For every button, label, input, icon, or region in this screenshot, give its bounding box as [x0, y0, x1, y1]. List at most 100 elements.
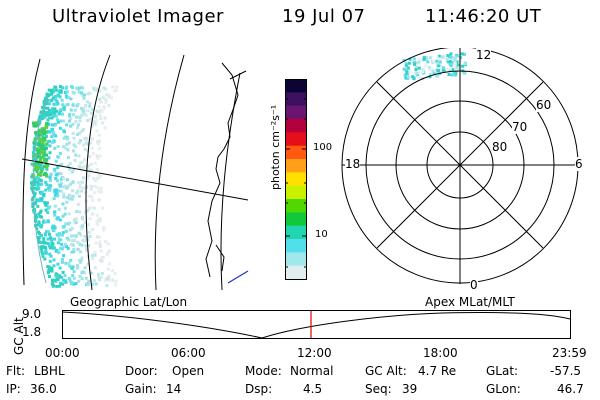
aurora-pixel — [89, 187, 93, 191]
aurora-pixel — [63, 212, 67, 216]
aurora-pixel — [38, 210, 42, 214]
aurora-pixel — [100, 110, 104, 113]
aurora-pixel — [34, 218, 38, 222]
aurora-pixel — [43, 245, 47, 249]
aurora-pixel — [67, 141, 71, 145]
aurora-pixel — [97, 276, 101, 280]
aurora-pixel — [97, 111, 101, 115]
aurora-pixel — [32, 121, 36, 125]
aurora-pixel — [50, 92, 54, 96]
aurora-pixel — [59, 189, 63, 193]
aurora-pixel — [85, 136, 89, 140]
polar-aurora-pixel — [412, 57, 416, 61]
aurora-pixel — [92, 120, 96, 124]
altitude-timeline-plot — [62, 310, 571, 339]
aurora-pixel — [93, 253, 97, 257]
aurora-pixel — [62, 254, 66, 258]
aurora-pixel — [72, 136, 76, 140]
aurora-pixel — [35, 170, 39, 173]
aurora-pixel — [48, 139, 51, 143]
aurora-pixel — [40, 250, 44, 253]
aurora-pixel — [107, 93, 111, 97]
polar-aurora-pixel — [408, 57, 412, 61]
aurora-pixel — [69, 258, 73, 262]
aurora-pixel — [41, 167, 45, 171]
aurora-pixel — [37, 143, 41, 147]
aurora-pixel — [61, 202, 65, 206]
aurora-pixel — [46, 207, 50, 210]
polar-aurora-pixel — [452, 71, 456, 75]
aurora-pixel — [59, 172, 63, 176]
aurora-pixel — [75, 86, 79, 90]
polar-aurora-pixel — [438, 58, 442, 62]
aurora-pixel — [64, 91, 67, 94]
colorbar-band — [285, 145, 307, 160]
aurora-pixel — [69, 116, 73, 120]
aurora-pixel — [31, 205, 35, 209]
aurora-pixel — [33, 161, 37, 165]
aurora-pixel — [96, 218, 100, 222]
aurora-pixel — [54, 114, 58, 118]
aurora-pixel — [44, 248, 48, 252]
aurora-pixel — [80, 129, 84, 133]
aurora-pixel — [85, 185, 89, 189]
aurora-pixel — [98, 278, 102, 282]
polar-aurora-pixel — [436, 64, 440, 68]
aurora-pixel — [37, 212, 41, 216]
aurora-pixel — [76, 102, 80, 106]
aurora-pixel — [50, 107, 54, 111]
aurora-pixel — [53, 95, 57, 99]
aurora-pixel — [42, 237, 46, 241]
aurora-pixel — [58, 238, 61, 241]
timeline-ytick-min: 1.8 — [22, 325, 42, 339]
polar-aurora-pixel — [403, 73, 407, 77]
aurora-pixel — [101, 96, 105, 100]
status-door-value: Open — [172, 364, 205, 378]
aurora-pixel — [72, 113, 75, 117]
aurora-pixel — [99, 116, 103, 120]
aurora-pixel — [61, 282, 65, 286]
aurora-pixel — [47, 244, 51, 248]
aurora-pixel — [32, 208, 36, 212]
aurora-pixel — [92, 279, 96, 283]
aurora-pixel — [43, 150, 47, 154]
aurora-pixel — [45, 142, 49, 146]
aurora-pixel — [86, 282, 89, 286]
aurora-pixel — [60, 242, 64, 246]
timeline-ytick-max: 9.0 — [22, 307, 42, 321]
aurora-pixel — [107, 262, 111, 266]
aurora-pixel — [77, 180, 81, 184]
aurora-pixel — [59, 85, 62, 89]
aurora-pixel — [70, 170, 74, 174]
colorbar-band — [285, 132, 307, 147]
status-gain-key: Gain: — [125, 382, 157, 396]
aurora-pixel — [113, 89, 116, 93]
aurora-pixel — [69, 182, 73, 186]
polar-label-0: 0 — [470, 278, 478, 292]
aurora-pixel — [64, 222, 68, 226]
aurora-pixel — [35, 187, 39, 191]
colorbar-band — [285, 252, 307, 267]
aurora-pixel — [78, 165, 82, 169]
aurora-pixel — [105, 284, 109, 287]
aurora-pixel — [35, 175, 39, 179]
timeline-xtick-0600: 06:00 — [171, 346, 206, 360]
polar-aurora-pixel — [449, 52, 453, 56]
aurora-pixel — [40, 215, 43, 219]
aurora-pixel — [66, 137, 69, 141]
aurora-pixel — [71, 189, 75, 193]
geographic-image-panel — [21, 54, 249, 290]
aurora-pixel — [56, 194, 60, 198]
polar-aurora-pixel — [415, 61, 419, 65]
aurora-pixel — [86, 165, 90, 169]
aurora-pixel — [51, 282, 54, 286]
aurora-pixel — [60, 247, 64, 251]
aurora-pixel — [76, 123, 80, 127]
aurora-pixel — [45, 165, 49, 169]
aurora-pixel — [48, 246, 52, 250]
aurora-pixel — [64, 261, 68, 265]
colorbar-band — [285, 239, 307, 253]
aurora-pixel — [47, 188, 51, 192]
aurora-pixel — [37, 133, 41, 137]
aurora-pixel — [100, 190, 104, 194]
